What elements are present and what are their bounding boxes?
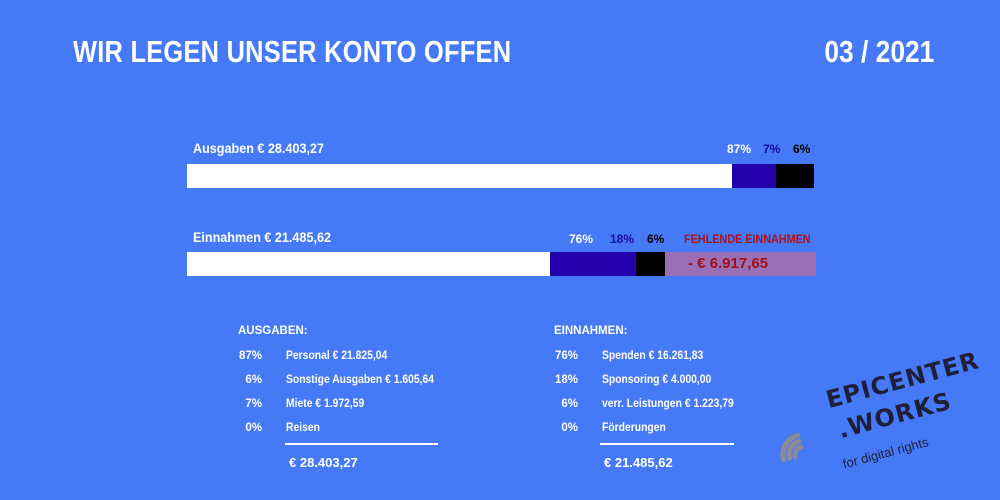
einnahmen-heading: EINNAHMEN: [554,325,628,337]
pct-label: 6% [647,232,665,246]
missing-income-label: FEHLENDE EINNAHMEN [684,232,811,246]
wifi-signal-icon [780,432,804,463]
ausgaben-total: € 28.403,27 [289,455,358,470]
bar-ausgaben [187,164,814,188]
einnahmen-item-label: Förderungen [602,422,666,434]
ausgaben-item-percent: 0% [245,422,262,434]
bar-label-einnahmen: Einnahmen € 21.485,62 [193,229,331,245]
ausgaben-total-rule [285,443,438,445]
pct-label: 18% [610,232,635,246]
einnahmen-item-label: Sponsoring € 4.000,00 [602,374,712,386]
einnahmen-total-rule [600,443,734,445]
report-date: 03 / 2021 [824,34,934,69]
page-title: WIR LEGEN UNSER KONTO OFFEN [73,34,512,69]
bar-segment [636,252,665,276]
einnahmen-item-label: Spenden € 16.261,83 [602,350,704,362]
bar-segment [187,252,551,276]
ausgaben-item-label: Personal € 21.825,04 [286,350,388,362]
pct-label: 7% [763,142,781,156]
bar-segment [187,164,733,188]
pct-label: 87% [727,142,752,156]
bar-segment [732,164,777,188]
missing-income-segment [665,252,816,276]
einnahmen-total: € 21.485,62 [604,455,673,470]
ausgaben-item-label: Reisen [286,422,320,434]
pct-label: 76% [569,232,594,246]
ausgaben-item-label: Miete € 1.972,59 [286,398,365,410]
ausgaben-item-label: Sonstige Ausgaben € 1.605,64 [286,374,435,386]
missing-income-value: - € 6.917,65 [688,255,769,272]
ausgaben-heading: AUSGABEN: [238,325,308,337]
einnahmen-item-label: verr. Leistungen € 1.223,79 [602,398,734,410]
einnahmen-item-percent: 6% [561,398,578,410]
ausgaben-item-percent: 6% [245,374,262,386]
einnahmen-item-percent: 76% [554,350,578,362]
einnahmen-item-percent: 0% [561,422,578,434]
bar-label-ausgaben: Ausgaben € 28.403,27 [193,140,324,156]
ausgaben-item-percent: 7% [245,398,262,410]
ausgaben-item-percent: 87% [238,350,262,362]
pct-label: 6% [793,142,811,156]
bar-segment [776,164,814,188]
logo: EPICENTER .WORKS for digital rights [775,346,982,485]
einnahmen-item-percent: 18% [554,374,578,386]
bar-segment [550,252,637,276]
bar-einnahmen [187,252,665,276]
